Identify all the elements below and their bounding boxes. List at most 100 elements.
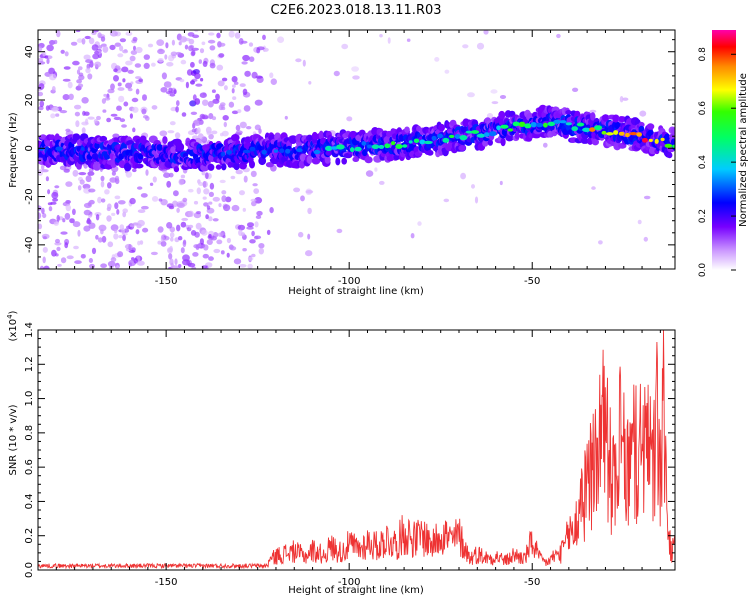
spectrogram-ridge-halo (498, 110, 506, 120)
spectrogram-speckle (210, 236, 217, 241)
spectrogram-speckle (77, 83, 84, 88)
spectrogram-speckle (270, 78, 277, 85)
spectrogram-speckle (85, 118, 89, 125)
spectrogram-ridge-halo (233, 162, 240, 171)
spectrogram-speckle (81, 38, 86, 45)
spectrogram-ridge-core (242, 149, 251, 154)
spectrogram-speckle (88, 222, 96, 229)
spectrogram-speckle (226, 237, 231, 244)
spectrogram-speckle (166, 203, 174, 208)
spectrogram-speckle (215, 93, 220, 100)
snr-multiplier-exp: 4 (6, 314, 14, 319)
spectrogram-speckle (212, 98, 220, 104)
spectrogram-speckle (194, 98, 201, 105)
spectrogram-speckle (42, 246, 48, 253)
spectrogram-speckle (156, 39, 165, 46)
spectrogram-speckle (196, 127, 201, 134)
spectrogram-speckle (137, 186, 143, 190)
spectrogram-speckle (38, 105, 44, 111)
spectrogram-speckle (123, 49, 128, 52)
spectrogram-ridge-core (336, 144, 345, 150)
spectrogram-speckle (589, 109, 597, 113)
spectrogram-speckle (59, 110, 68, 114)
spectrogram-speckle (147, 43, 154, 48)
spectrogram-speckle (341, 43, 349, 50)
spectrogram-ridge-core (664, 143, 673, 148)
spectrogram-speckle (57, 263, 62, 267)
spectrogram-speckle (187, 210, 194, 217)
spectrogram-ridge-core (402, 144, 408, 148)
spectrogram-speckle (125, 171, 132, 178)
spectrogram-speckle (143, 62, 150, 69)
spectrogram-speckle (122, 78, 126, 83)
spectrogram-speckle (41, 164, 45, 170)
spectrogram-speckle (216, 32, 221, 39)
spectrogram-speckle (151, 105, 158, 110)
spectrogram-speckle (135, 229, 140, 235)
spectrogram-speckle (83, 202, 92, 209)
spectrogram-speckle (160, 87, 168, 93)
spectrogram-ridge-core (354, 146, 362, 152)
spectrogram-speckle (51, 107, 59, 112)
spectrogram-speckle (230, 175, 236, 180)
spectrogram-speckle (277, 36, 285, 43)
snr-y-tick-label: 0.6 (24, 459, 35, 475)
spectrogram-speckle (132, 36, 138, 42)
spectrogram-ridge-core (606, 132, 614, 136)
spectrogram-speckle (262, 34, 266, 40)
spectrogram-speckle (190, 80, 195, 85)
snr-multiplier-close: ) (8, 310, 19, 314)
spectrogram-speckle (199, 113, 206, 120)
spectrogram-speckle (476, 42, 485, 50)
spectrogram-speckle (64, 242, 69, 249)
spectrogram-speckle (64, 212, 71, 220)
spectrogram-ridge-halo (482, 139, 489, 147)
spectrogram-ridge-halo (364, 156, 373, 164)
spectrogram-speckle (164, 54, 168, 60)
spectrogram-ridge-core (553, 119, 561, 124)
spectrogram-speckle (192, 252, 199, 257)
spectrogram-speckle (462, 44, 469, 49)
spectrogram-speckle (78, 66, 83, 71)
spectrogram-speckle (643, 236, 648, 242)
spectrogram-speckle (221, 130, 229, 137)
snr-multiplier-base: (x10 (8, 319, 19, 342)
spectrogram-speckle (166, 62, 174, 67)
snr-x-tick-label: -100 (338, 577, 361, 588)
spectrogram-speckle (56, 30, 61, 38)
spectrogram-speckle (158, 58, 164, 63)
spectrogram-speckle (131, 97, 139, 103)
spectrogram-speckle (114, 228, 118, 234)
spectrogram-speckle (247, 256, 254, 261)
spectrogram-speckle (55, 238, 60, 244)
spectrogram-ridge-core (413, 138, 420, 144)
spectrogram-speckle (62, 78, 71, 82)
spectrogram-speckle (65, 181, 73, 187)
spectrogram-speckle (231, 110, 239, 115)
spectrogram-speckle (269, 207, 274, 214)
spectrogram-ridge-core (273, 149, 279, 153)
spectrogram-speckle (80, 253, 86, 259)
spectrogram-speckle (170, 106, 177, 112)
spectrogram-speckle (246, 226, 254, 230)
spectrogram-speckle (160, 240, 167, 247)
spectrogram-speckle (78, 74, 85, 81)
spectrogram-speckle (333, 70, 340, 77)
spectrogram-speckle (235, 124, 241, 131)
spectrogram-ridge-core (279, 148, 285, 153)
spectrogram-x-tick-label: -100 (338, 276, 361, 287)
spectrogram-speckle (239, 83, 246, 87)
spectrogram-speckle (54, 242, 62, 246)
spectrogram-speckle (56, 214, 60, 222)
spectrogram-speckle (145, 116, 150, 121)
spectrogram-speckle (101, 98, 106, 104)
spectrogram-speckle (97, 196, 102, 204)
spectrogram-speckle (81, 127, 86, 134)
spectrogram-speckle (206, 130, 212, 136)
spectrogram-speckle (113, 116, 122, 121)
spectrogram-speckle (97, 237, 103, 243)
snr-y-tick-label: 1.2 (24, 356, 35, 372)
spectrogram-speckle (298, 231, 304, 238)
spectrogram-speckle (193, 200, 199, 205)
